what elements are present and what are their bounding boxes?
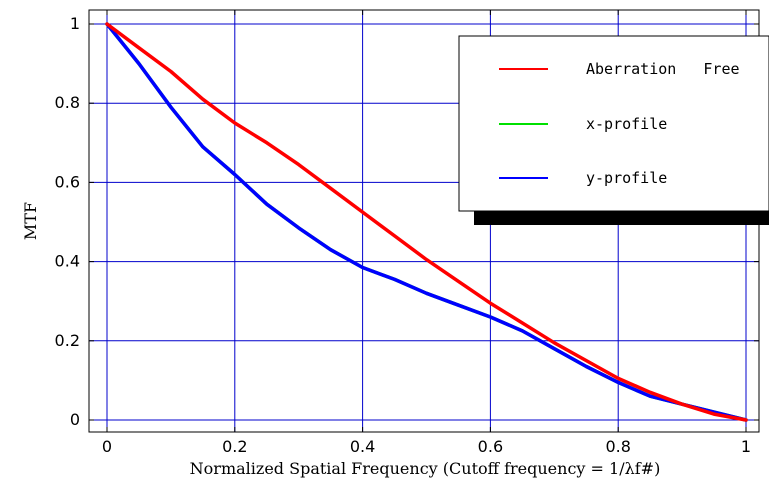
y-tick-label: 0.8 [55, 93, 80, 112]
y-tick-label: 1 [70, 14, 80, 33]
x-tick-label: 0.6 [478, 437, 503, 456]
y-tick-label: 0.6 [55, 172, 80, 191]
x-tick-label: 1 [741, 437, 751, 456]
x-tick-label: 0.4 [350, 437, 375, 456]
legend: Aberration Free x-profile y-profile [458, 35, 769, 225]
legend-label: y-profile [586, 169, 667, 187]
x-tick-label: 0.2 [222, 437, 247, 456]
x-tick-label: 0 [102, 437, 112, 456]
legend-shadow [474, 210, 769, 225]
ticks: 0 0.2 0.4 0.6 0.8 1 0 0.2 0.4 0.6 0.8 1 [55, 10, 759, 456]
legend-items: Aberration Free x-profile y-profile [499, 60, 740, 187]
x-axis-label: Normalized Spatial Frequency (Cutoff fre… [190, 459, 661, 478]
x-tick-label: 0.8 [605, 437, 630, 456]
legend-label: x-profile [586, 115, 667, 133]
series-line-aberration-free [105, 22, 748, 422]
series-line-y-profile [105, 22, 748, 422]
y-axis-label: MTF [21, 202, 40, 240]
series-layer [105, 22, 748, 422]
legend-label: Aberration Free [586, 60, 740, 78]
y-tick-label: 0.2 [55, 331, 80, 350]
y-tick-label: 0.4 [55, 252, 80, 271]
y-tick-label: 0 [70, 410, 80, 429]
